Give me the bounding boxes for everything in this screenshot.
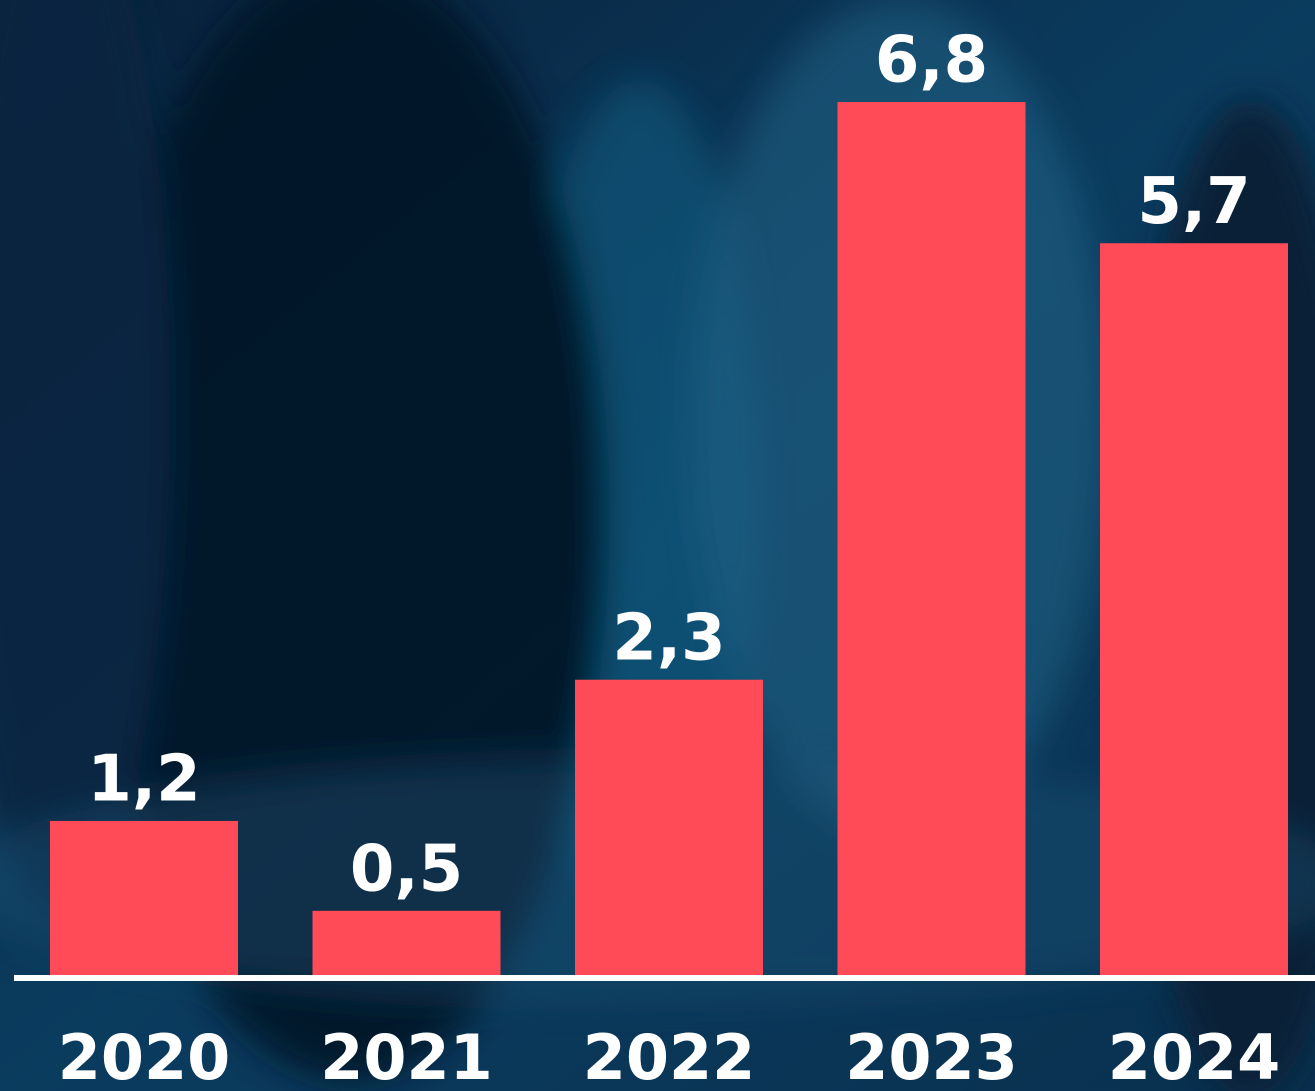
bar (313, 911, 501, 975)
value-label: 0,5 (350, 832, 463, 906)
bar (1100, 243, 1288, 975)
x-tick-label: 2023 (845, 1021, 1018, 1091)
value-label: 6,8 (875, 24, 988, 98)
bar (50, 821, 238, 975)
chart: 1,2 2020 0,5 2021 2,3 2022 6,8 2023 5,7 2024 (0, 0, 1315, 1091)
x-tick-label: 2024 (1108, 1021, 1281, 1091)
bar (575, 680, 763, 975)
bar (838, 102, 1026, 975)
value-label: 2,3 (612, 601, 725, 675)
x-tick-label: 2021 (320, 1021, 493, 1091)
x-tick-label: 2020 (58, 1021, 231, 1091)
x-tick-label: 2022 (583, 1021, 756, 1091)
value-label: 1,2 (87, 743, 200, 817)
value-label: 5,7 (1137, 165, 1250, 239)
baseline (14, 975, 1315, 981)
